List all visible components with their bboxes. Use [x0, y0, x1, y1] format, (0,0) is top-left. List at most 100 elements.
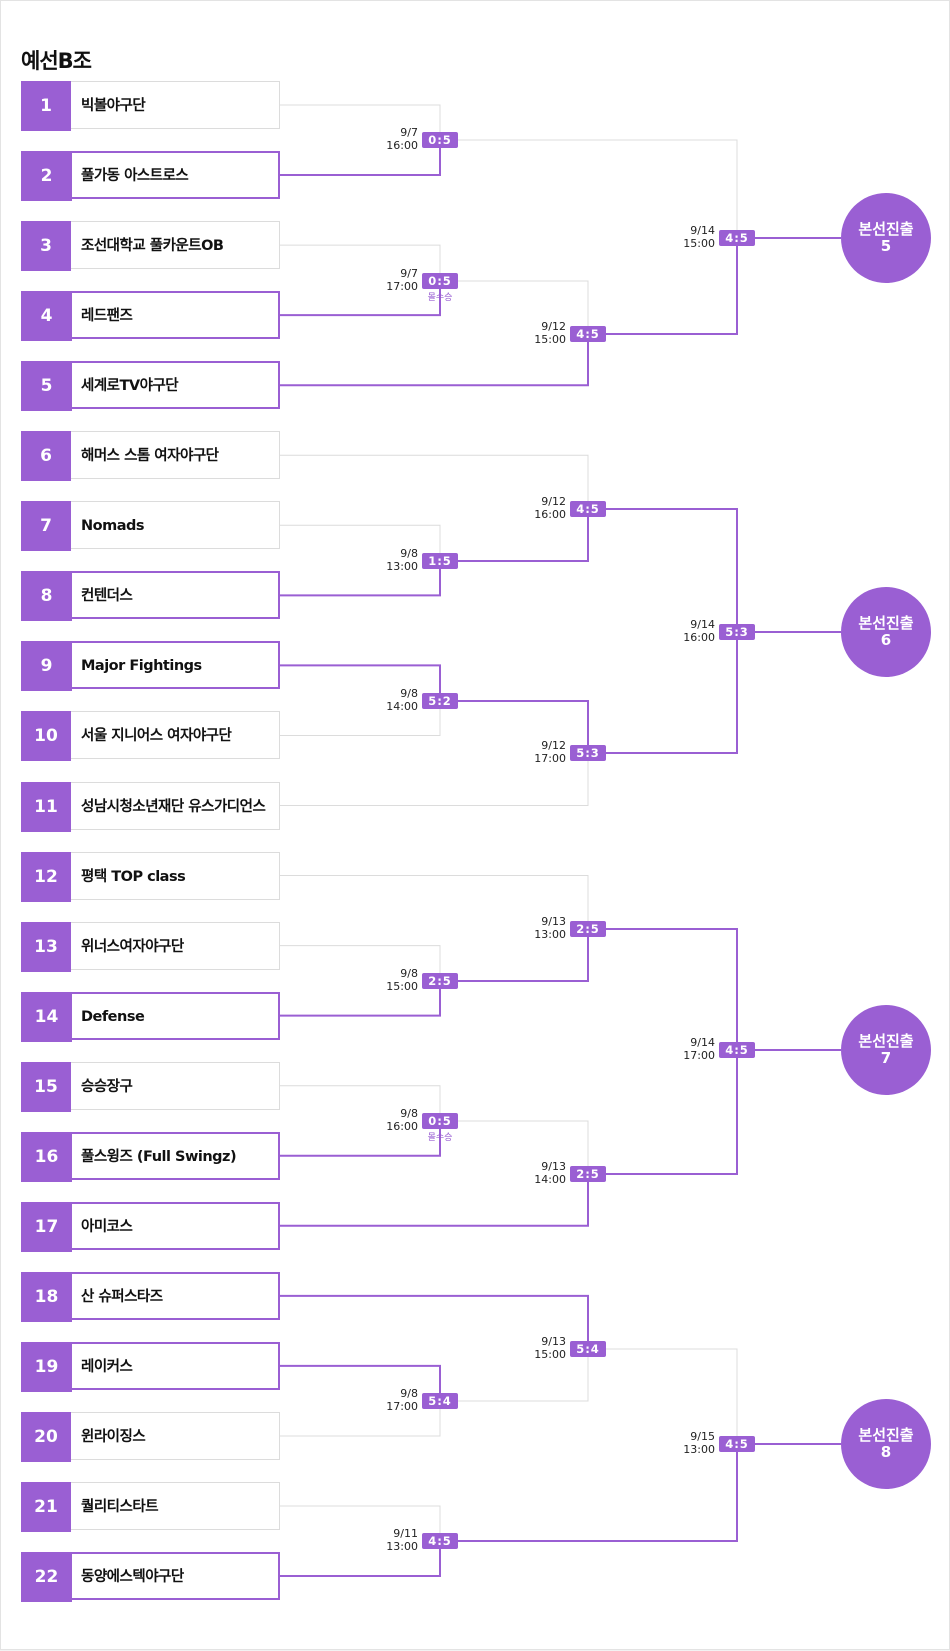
match-date: 9/8: [400, 967, 418, 980]
team-row[interactable]: 14 Defense: [21, 991, 280, 1042]
team-row[interactable]: 9 Major Fightings: [21, 641, 280, 692]
bracket-line: [280, 1085, 441, 1121]
bracket-line: [280, 524, 441, 561]
team-row[interactable]: 17 아미코스: [21, 1201, 280, 1252]
bracket-line: [280, 1541, 441, 1578]
team-row[interactable]: 12 평택 TOP class: [21, 851, 280, 902]
bracket-line: [606, 632, 738, 754]
team-row[interactable]: 6 해머스 스톰 여자야구단: [21, 431, 280, 482]
team-name: 위너스여자야구단: [81, 938, 184, 955]
team-name: 평택 TOP class: [81, 868, 186, 885]
team-seed: 22: [21, 1552, 72, 1603]
bracket-line: [280, 561, 441, 597]
match-time: 15:00: [534, 333, 566, 346]
team-row[interactable]: 13 위너스여자야구단: [21, 921, 280, 972]
team-row[interactable]: 15 승승장구: [21, 1061, 280, 1112]
team-row[interactable]: 16 풀스윙즈 (Full Swingz): [21, 1131, 280, 1182]
bracket-line: [280, 1294, 589, 1349]
team-seed: 18: [21, 1271, 72, 1322]
team-row[interactable]: 11 성남시청소년재단 유스가디언스: [21, 781, 280, 832]
bracket-line: [280, 1121, 441, 1157]
match-time: 16:00: [386, 139, 418, 152]
advance-number: 7: [880, 1049, 892, 1067]
forfeit-note: 몰수승: [427, 293, 453, 303]
match-datetime: 9/7 16:00: [358, 126, 418, 152]
team-row[interactable]: 7 Nomads: [21, 501, 280, 552]
advance-number: 6: [880, 631, 892, 649]
match-time: 17:00: [534, 752, 566, 765]
match-time: 17:00: [386, 280, 418, 293]
match-time: 16:00: [534, 508, 566, 521]
match-score[interactable]: 5:4: [422, 1393, 458, 1409]
team-seed: 13: [21, 921, 71, 972]
match-date: 9/12: [541, 320, 566, 333]
match-score[interactable]: 0:5: [422, 132, 458, 148]
match-score[interactable]: 0:5: [422, 1113, 458, 1129]
team-row[interactable]: 8 컨텐더스: [21, 571, 280, 622]
bracket-line: [280, 945, 441, 981]
team-row[interactable]: 5 세계로TV야구단: [21, 361, 280, 412]
bracket-line: [458, 1349, 589, 1402]
bracket-line: [280, 1401, 441, 1437]
team-name: 승승장구: [81, 1078, 133, 1095]
team-seed: 16: [21, 1131, 72, 1182]
match-score[interactable]: 0:5: [422, 273, 458, 289]
match-score[interactable]: 4:5: [570, 326, 606, 342]
group-title: 예선B조: [21, 49, 92, 73]
match-score[interactable]: 4:5: [719, 230, 755, 246]
team-name: 아미코스: [81, 1218, 133, 1235]
bracket-line: [606, 1050, 738, 1175]
match-score[interactable]: 1:5: [422, 553, 458, 569]
match-datetime: 9/11 13:00: [358, 1527, 418, 1553]
match-datetime: 9/14 15:00: [655, 224, 715, 250]
match-score[interactable]: 2:5: [570, 921, 606, 937]
match-score[interactable]: 2:5: [422, 973, 458, 989]
team-row[interactable]: 3 조선대학교 풀카운트OB: [21, 221, 280, 272]
team-name: 성남시청소년재단 유스가디언스: [81, 798, 266, 815]
team-row[interactable]: 2 풀가동 아스트로스: [21, 151, 280, 202]
team-seed: 9: [21, 641, 72, 692]
match-date: 9/12: [541, 495, 566, 508]
team-name: 해머스 스톰 여자야구단: [81, 448, 219, 465]
bracket-line: [280, 334, 589, 387]
bracket-line: [280, 701, 441, 736]
team-seed: 4: [21, 291, 72, 342]
match-date: 9/8: [400, 1387, 418, 1400]
team-row[interactable]: 21 퀄리티스타트: [21, 1482, 280, 1532]
team-name: Major Fightings: [81, 658, 202, 675]
advance-badge: 본선진출 6: [841, 587, 931, 677]
team-row[interactable]: 22 동양에스텍야구단: [21, 1552, 280, 1603]
team-row[interactable]: 19 레이커스: [21, 1341, 280, 1392]
match-score[interactable]: 4:5: [719, 1042, 755, 1058]
team-name: 세계로TV야구단: [81, 378, 179, 395]
bracket-line: [606, 928, 738, 1050]
match-time: 17:00: [386, 1400, 418, 1413]
bracket-line: [280, 875, 589, 929]
match-score[interactable]: 4:5: [570, 501, 606, 517]
advance-number: 5: [880, 237, 892, 255]
match-datetime: 9/8 13:00: [358, 547, 418, 573]
team-name: Defense: [81, 1008, 145, 1025]
match-score[interactable]: 5:3: [570, 745, 606, 761]
match-score[interactable]: 5:3: [719, 624, 755, 640]
team-seed: 5: [21, 361, 72, 412]
team-row[interactable]: 20 윈라이징스: [21, 1411, 280, 1462]
team-row[interactable]: 1 빅볼야구단: [21, 81, 280, 131]
match-score[interactable]: 4:5: [719, 1436, 755, 1452]
team-seed: 10: [21, 711, 71, 762]
match-datetime: 9/15 13:00: [655, 1430, 715, 1456]
match-time: 16:00: [683, 631, 715, 644]
match-score[interactable]: 5:2: [422, 693, 458, 709]
match-score[interactable]: 4:5: [422, 1533, 458, 1549]
team-seed: 15: [21, 1061, 71, 1112]
match-datetime: 9/12 16:00: [506, 495, 566, 521]
match-datetime: 9/8 16:00: [358, 1107, 418, 1133]
team-name: 윈라이징스: [81, 1428, 146, 1445]
team-row[interactable]: 18 산 슈퍼스타즈: [21, 1271, 280, 1322]
match-score[interactable]: 5:4: [570, 1341, 606, 1357]
team-row[interactable]: 4 레드팬즈: [21, 291, 280, 342]
match-score[interactable]: 2:5: [570, 1166, 606, 1182]
team-seed: 8: [21, 571, 72, 622]
team-row[interactable]: 10 서울 지니어스 여자야구단: [21, 711, 280, 762]
bracket-line: [458, 280, 589, 334]
